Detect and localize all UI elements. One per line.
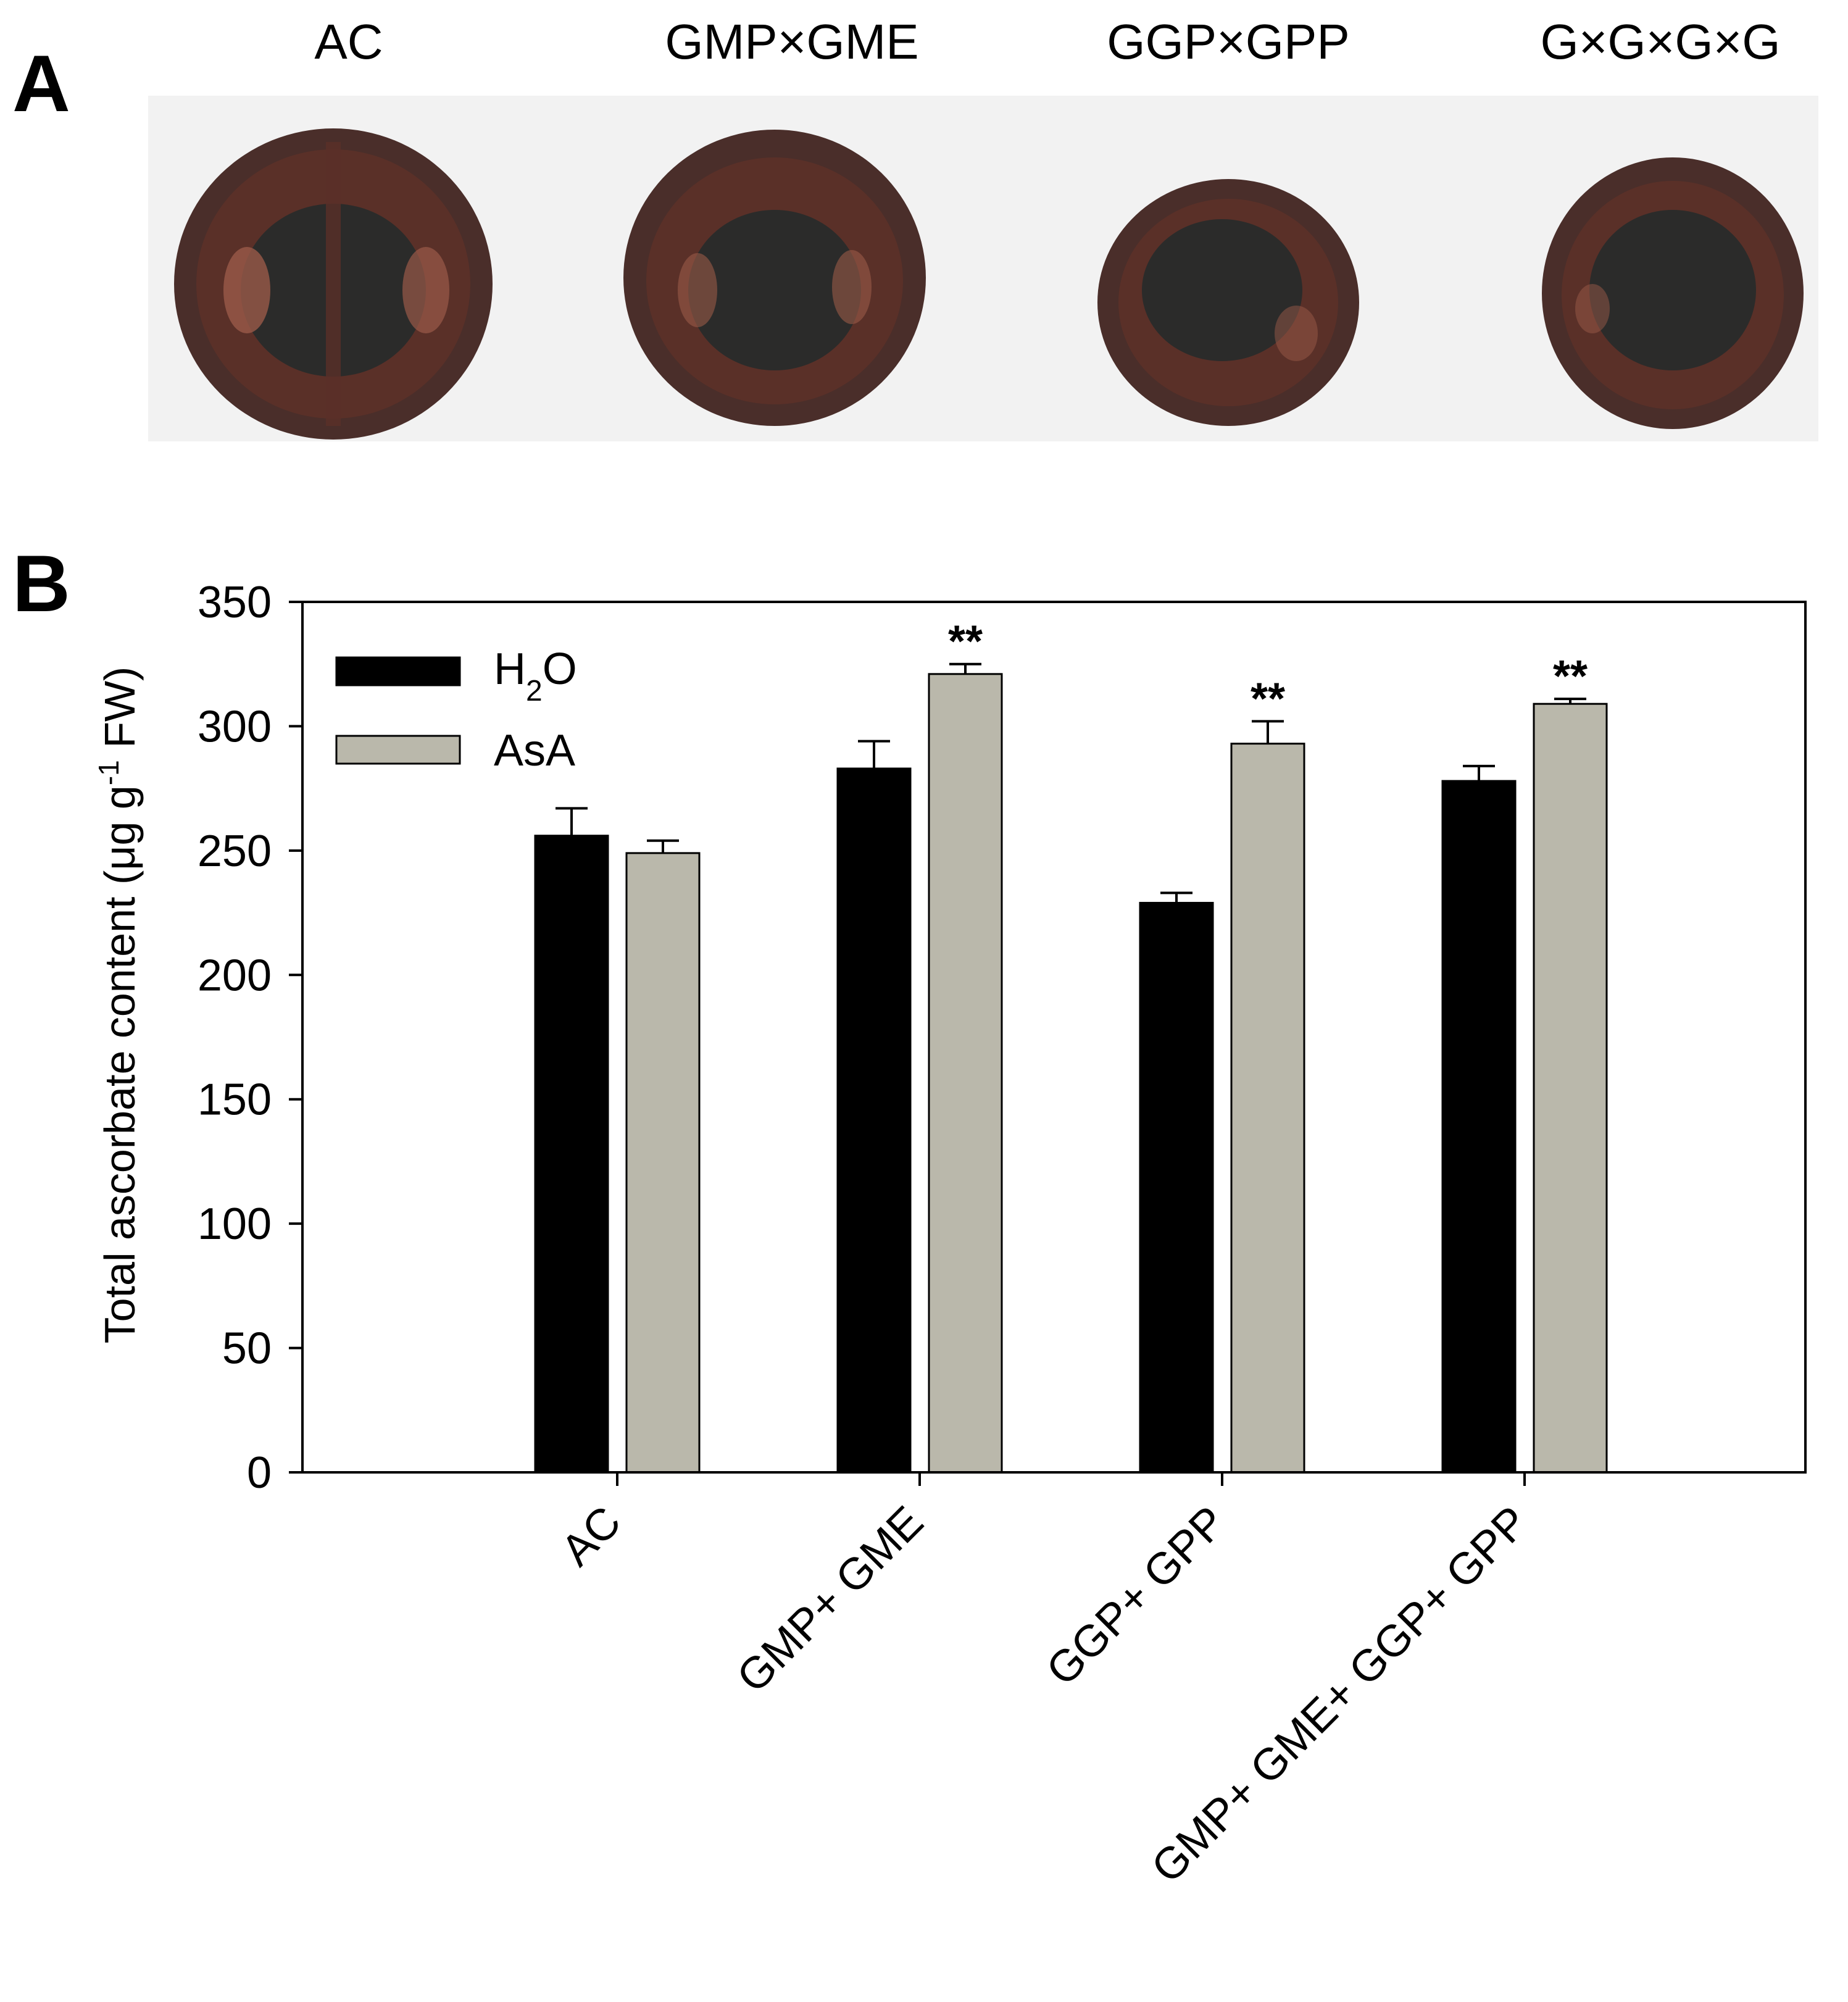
x-axis-ticks bbox=[616, 1472, 1526, 1486]
tomato-photo bbox=[148, 96, 1818, 441]
plot-frame bbox=[301, 601, 1807, 1474]
tomato-slice-gmp-gme bbox=[623, 130, 926, 426]
significance-marker: ** bbox=[1553, 652, 1588, 701]
bar-h2o-4 bbox=[1441, 780, 1517, 1474]
photo-label-2: GMP×GME bbox=[665, 14, 918, 69]
legend-swatch-h2o bbox=[335, 656, 461, 686]
y-tick-label: 250 bbox=[198, 827, 272, 876]
bar-asa-2 bbox=[928, 673, 1003, 1474]
y-tick-label: 200 bbox=[198, 951, 272, 1000]
legend: H2O AsA bbox=[335, 644, 577, 775]
x-category-label-3: GGP+ GPP bbox=[1037, 1497, 1235, 1695]
legend-label-asa: AsA bbox=[494, 726, 575, 775]
bar-h2o-2 bbox=[836, 767, 912, 1474]
bar-h2o-1 bbox=[534, 835, 609, 1474]
panel-b-letter: B bbox=[12, 538, 70, 628]
legend-label-h2o: H2O bbox=[494, 644, 577, 707]
y-tick-label: 300 bbox=[198, 702, 272, 751]
photo-label-1: AC bbox=[314, 14, 383, 69]
y-axis-ticks: 0 50 100 150 200 250 300 350 bbox=[198, 578, 302, 1498]
significance-marker: ** bbox=[1251, 674, 1285, 724]
y-tick-label: 100 bbox=[198, 1199, 272, 1249]
photo-label-3: GGP×GPP bbox=[1107, 14, 1349, 69]
y-tick-label: 50 bbox=[222, 1324, 272, 1374]
bar-asa-3 bbox=[1230, 743, 1305, 1474]
y-tick-label: 150 bbox=[198, 1075, 272, 1125]
photo-label-4: G×G×G×G bbox=[1540, 14, 1780, 69]
bar-asa-4 bbox=[1533, 703, 1608, 1474]
bar-h2o-3 bbox=[1139, 901, 1214, 1474]
y-axis-title: Total ascorbate content (μg g-1 FW) bbox=[93, 667, 144, 1344]
significance-marker: ** bbox=[948, 617, 983, 667]
y-tick-label: 0 bbox=[247, 1448, 272, 1498]
x-category-label-1: AC bbox=[552, 1497, 630, 1575]
tomato-slice-gxgxgxg bbox=[1542, 157, 1804, 429]
bar-asa-1 bbox=[625, 852, 701, 1474]
tomato-slice-ggp-gpp bbox=[1097, 179, 1359, 426]
x-category-label-2: GMP+ GME bbox=[728, 1497, 933, 1702]
significance-group: ** ** ** bbox=[948, 617, 1588, 724]
legend-swatch-asa bbox=[335, 735, 461, 765]
y-tick-label: 350 bbox=[198, 578, 272, 627]
panel-a-letter: A bbox=[12, 38, 70, 128]
error-bars-group bbox=[556, 662, 1586, 903]
tomato-slice-ac bbox=[174, 128, 493, 440]
bar-chart: Total ascorbate content (μg g-1 FW) 0 50 1… bbox=[93, 578, 1807, 1893]
bars-group bbox=[534, 673, 1608, 1474]
